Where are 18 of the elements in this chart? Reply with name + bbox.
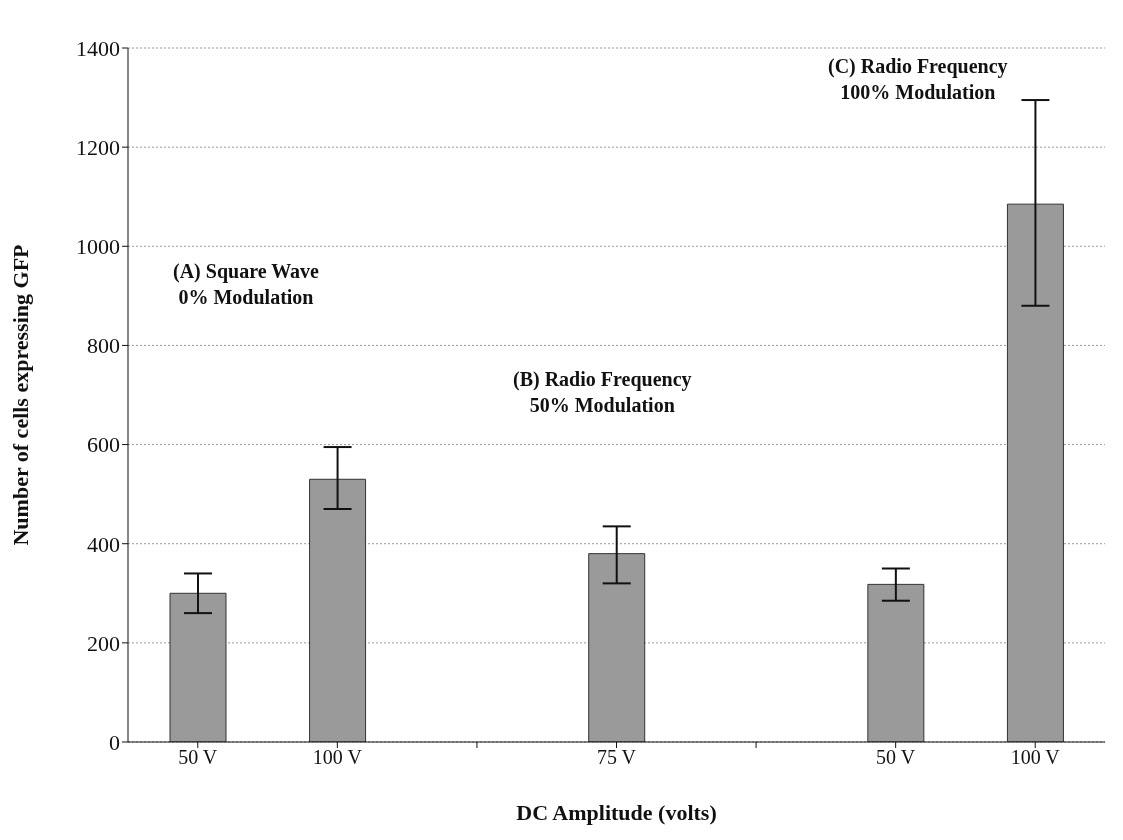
x-tick-label: 50 V <box>876 746 916 769</box>
y-tick-label: 800 <box>87 333 120 359</box>
y-axis-title: Number of cells expressing GFP <box>7 244 33 546</box>
y-tick-label: 1400 <box>76 35 120 61</box>
annotation: (B) Radio Frequency 50% Modulation <box>513 367 692 418</box>
y-tick-label: 200 <box>87 630 120 656</box>
y-tick-label: 0 <box>109 729 120 755</box>
x-axis-title: DC Amplitude (volts) <box>516 800 717 825</box>
x-tick-label: 100 V <box>1010 746 1061 769</box>
annotation: (C) Radio Frequency 100% Modulation <box>828 54 1008 105</box>
annotation: (A) Square Wave 0% Modulation <box>173 259 319 310</box>
x-tick-label: 50 V <box>178 746 218 769</box>
x-tick-label: 75 V <box>596 746 637 769</box>
y-tick-label: 1000 <box>76 234 120 260</box>
y-tick-label: 600 <box>87 432 120 458</box>
x-tick-label: 100 V <box>312 746 363 769</box>
y-tick-label: 1200 <box>76 134 120 160</box>
y-tick-label: 400 <box>87 531 120 557</box>
